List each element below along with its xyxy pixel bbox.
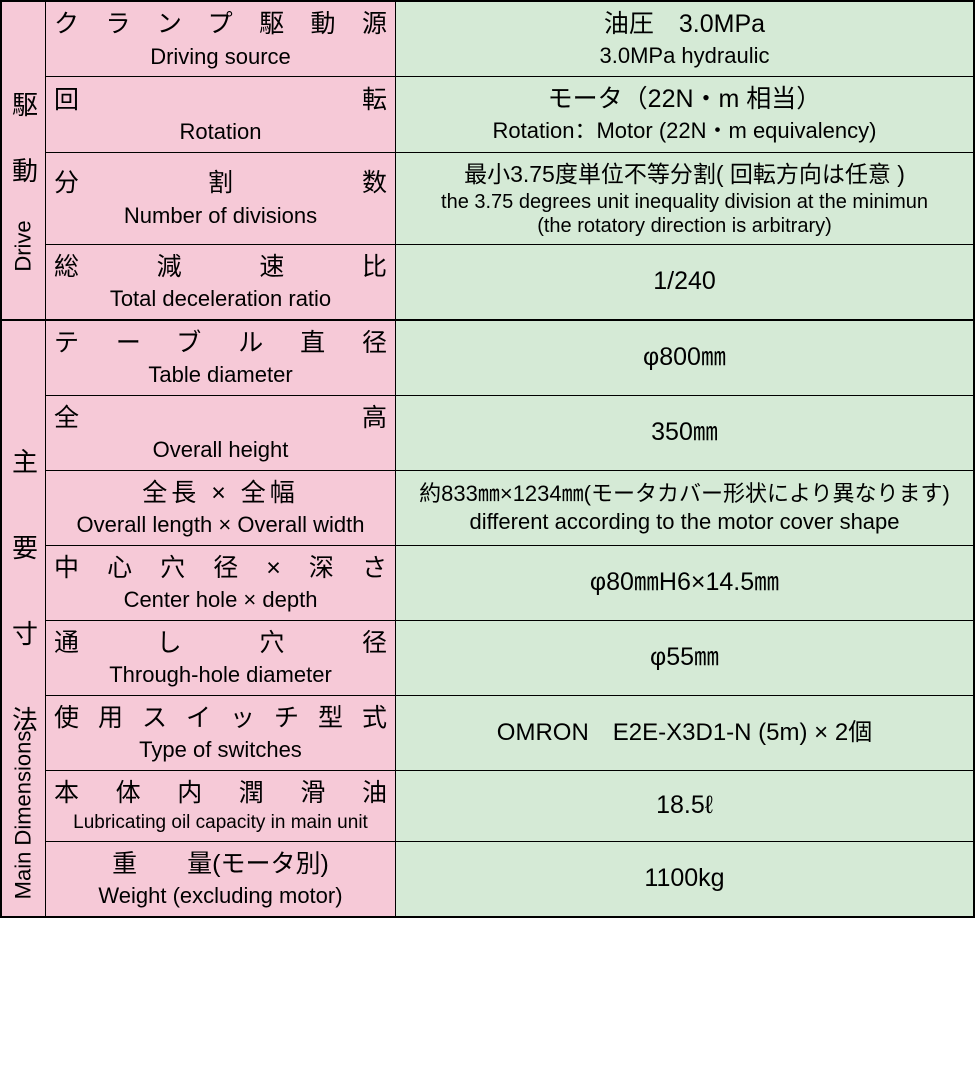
value-rotation: モータ（22N・m 相当） Rotation：Motor (22N・m equi… <box>396 76 973 151</box>
value-jp: 18.5ℓ <box>656 789 713 823</box>
label-jp: 総減速比 <box>54 251 387 284</box>
label-switch-type: 使用スイッチ型式 Type of switches <box>46 695 396 770</box>
label-jp: 重 量(モータ別) <box>54 848 387 881</box>
value-en: Rotation：Motor (22N・m equivalency) <box>493 117 877 146</box>
section-en-dimensions: Main Dimensions <box>11 731 37 900</box>
label-driving-source: クランプ駆動源 Driving source <box>46 2 396 76</box>
value-en: the 3.75 degrees unit inequality divisio… <box>441 190 928 214</box>
value-jp: 1100kg <box>644 862 724 896</box>
spec-table: 駆動 Drive クランプ駆動源 Driving source 油圧 3.0MP… <box>0 0 975 918</box>
value-table-diameter: φ800㎜ <box>396 319 973 395</box>
section-jp-drive: 駆動 <box>11 61 37 223</box>
label-jp: 全長 × 全幅 <box>54 477 387 510</box>
label-table-diameter: テーブル直径 Table diameter <box>46 319 396 395</box>
label-en: Rotation <box>180 118 262 146</box>
value-center-hole: φ80㎜H6×14.5㎜ <box>396 545 973 620</box>
value-en2: (the rotatory direction is arbitrary) <box>537 214 832 238</box>
label-en: Type of switches <box>139 736 302 764</box>
label-en: Table diameter <box>148 361 292 389</box>
label-weight: 重 量(モータ別) Weight (excluding motor) <box>46 841 396 916</box>
label-en: Lubricating oil capacity in main unit <box>73 811 368 835</box>
value-divisions: 最小3.75度単位不等分割( 回転方向は任意 ) the 3.75 degree… <box>396 152 973 244</box>
label-jp: 本体内潤滑油 <box>54 777 387 810</box>
value-jp: φ55㎜ <box>650 641 719 675</box>
value-through-hole: φ55㎜ <box>396 620 973 695</box>
value-jp: 油圧 3.0MPa <box>604 8 765 42</box>
value-jp: モータ（22N・m 相当） <box>548 83 822 117</box>
label-jp: クランプ駆動源 <box>54 8 387 41</box>
label-en: Weight (excluding motor) <box>98 882 342 910</box>
label-en: Through-hole diameter <box>109 661 332 689</box>
value-overall-lw: 約833㎜×1234㎜(モータカバー形状により異なります) different … <box>396 470 973 545</box>
label-through-hole: 通し穴径 Through-hole diameter <box>46 620 396 695</box>
value-en: 3.0MPa hydraulic <box>600 42 770 71</box>
value-switch-type: OMRON E2E-X3D1-N (5m) × 2個 <box>396 695 973 770</box>
value-lube-oil: 18.5ℓ <box>396 770 973 841</box>
label-jp: 中心穴径×深さ <box>54 552 387 585</box>
label-lube-oil: 本体内潤滑油 Lubricating oil capacity in main … <box>46 770 396 841</box>
section-en-drive: Drive <box>11 221 37 272</box>
value-jp: φ800㎜ <box>643 341 726 375</box>
label-jp: 分割数 <box>54 167 387 200</box>
label-jp: 使用スイッチ型式 <box>54 702 387 735</box>
value-jp: 350㎜ <box>651 416 718 450</box>
value-decel-ratio: 1/240 <box>396 244 973 319</box>
label-en: Total deceleration ratio <box>110 285 331 313</box>
label-jp: テーブル直径 <box>54 327 387 360</box>
value-driving-source: 油圧 3.0MPa 3.0MPa hydraulic <box>396 2 973 76</box>
label-decel-ratio: 総減速比 Total deceleration ratio <box>46 244 396 319</box>
value-jp: 最小3.75度単位不等分割( 回転方向は任意 ) <box>464 159 905 190</box>
label-en: Overall height <box>153 436 289 464</box>
value-jp: 1/240 <box>653 265 716 299</box>
label-en: Overall length × Overall width <box>77 511 365 539</box>
value-en: different according to the motor cover s… <box>469 508 899 537</box>
value-jp: φ80㎜H6×14.5㎜ <box>590 566 779 600</box>
label-jp: 全高 <box>54 402 387 435</box>
value-weight: 1100kg <box>396 841 973 916</box>
section-header-drive: 駆動 Drive <box>2 2 46 319</box>
label-jp: 回転 <box>54 84 387 117</box>
value-jp: OMRON E2E-X3D1-N (5m) × 2個 <box>497 717 872 749</box>
value-overall-height: 350㎜ <box>396 395 973 470</box>
label-overall-height: 全高 Overall height <box>46 395 396 470</box>
label-overall-lw: 全長 × 全幅 Overall length × Overall width <box>46 470 396 545</box>
label-center-hole: 中心穴径×深さ Center hole × depth <box>46 545 396 620</box>
label-en: Number of divisions <box>124 202 317 230</box>
label-jp: 通し穴径 <box>54 627 387 660</box>
label-rotation: 回転 Rotation <box>46 76 396 151</box>
value-jp: 約833㎜×1234㎜(モータカバー形状により異なります) <box>419 479 950 509</box>
section-header-dimensions: 主要寸法 Main Dimensions <box>2 319 46 916</box>
label-divisions: 分割数 Number of divisions <box>46 152 396 244</box>
label-en: Driving source <box>150 43 291 71</box>
label-en: Center hole × depth <box>124 586 318 614</box>
